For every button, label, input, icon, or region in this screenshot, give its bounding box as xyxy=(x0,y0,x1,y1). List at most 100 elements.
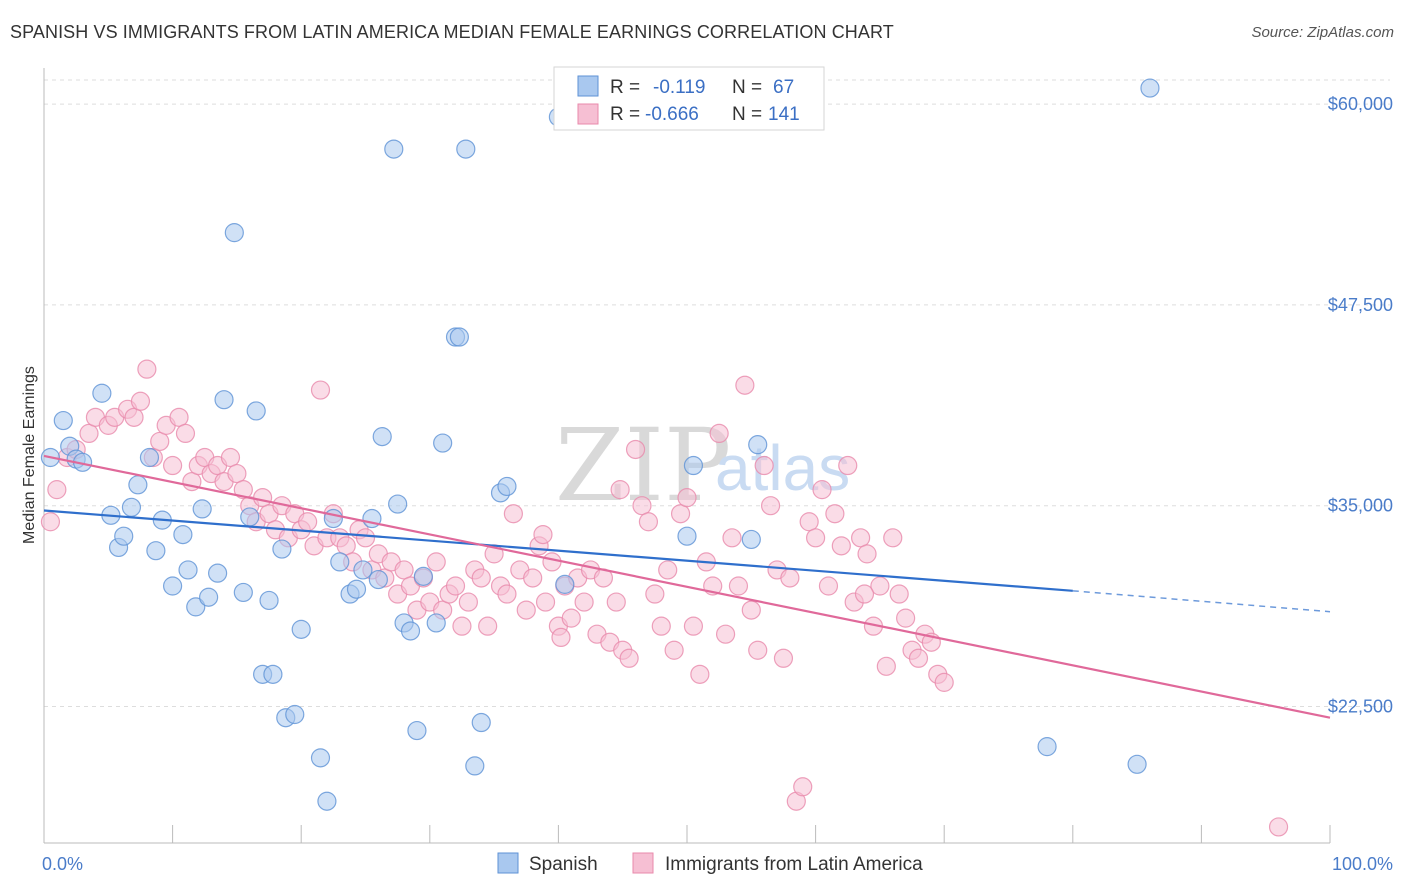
spanish-point xyxy=(426,613,446,633)
latin-point xyxy=(606,592,626,612)
spanish-point xyxy=(353,560,373,580)
spanish-point xyxy=(400,621,421,641)
spanish-point xyxy=(471,712,491,733)
spanish-point xyxy=(128,475,148,495)
latin-point xyxy=(503,504,523,524)
latin-point xyxy=(220,447,241,468)
latin-point xyxy=(728,576,749,596)
latin-point xyxy=(690,664,710,684)
latin-point xyxy=(805,528,826,548)
spanish-point xyxy=(388,494,408,514)
spanish-point xyxy=(259,590,279,611)
spanish-point xyxy=(263,664,283,684)
latin-point xyxy=(883,528,903,548)
spanish-point xyxy=(246,401,266,421)
spanish-point xyxy=(121,497,142,517)
data-points xyxy=(40,78,1289,837)
spanish-point xyxy=(192,499,212,519)
latin-point xyxy=(754,455,774,476)
trend-lines xyxy=(43,454,1331,719)
latin-point xyxy=(426,552,446,572)
spanish-point xyxy=(1140,78,1160,98)
spanish-point xyxy=(677,526,697,546)
latin-point xyxy=(638,512,659,532)
stats-legend-box xyxy=(553,66,825,131)
spanish-point xyxy=(433,433,453,453)
spanish-point xyxy=(178,560,198,580)
legend-n-label-2: N = xyxy=(732,104,762,125)
latin-point xyxy=(551,627,571,648)
latin-point xyxy=(137,359,157,379)
legend-n-value-2: 141 xyxy=(768,104,800,125)
gridlines xyxy=(44,79,1390,707)
spanish-point xyxy=(224,223,244,243)
spanish-point xyxy=(285,704,305,725)
latin-point xyxy=(542,552,562,572)
spanish-point xyxy=(465,756,485,776)
spanish-point xyxy=(1127,754,1147,774)
spanish-point xyxy=(497,476,517,497)
latin-point xyxy=(310,380,331,400)
latin-point xyxy=(645,584,665,604)
spanish-point xyxy=(346,579,367,599)
chart-title: SPANISH VS IMMIGRANTS FROM LATIN AMERICA… xyxy=(10,22,894,42)
spanish-point xyxy=(139,447,160,468)
stats-legend: R = -0.119 N = 67 R = -0.666 N = 141 xyxy=(553,66,825,131)
x-tick-label-end: 100.0% xyxy=(1332,854,1393,874)
spanish-point xyxy=(310,748,331,768)
latin-point xyxy=(658,560,678,580)
latin-point xyxy=(610,480,630,500)
latin-point xyxy=(722,528,742,548)
latin-point xyxy=(793,777,813,797)
spanish-point xyxy=(555,574,575,594)
latin-point xyxy=(825,504,845,524)
latin-point xyxy=(478,616,498,636)
latin-point xyxy=(632,496,652,516)
spanish-point xyxy=(173,524,193,545)
spanish-point xyxy=(317,791,337,811)
latin-point xyxy=(854,584,875,604)
latin-point xyxy=(124,407,144,427)
spanish-point xyxy=(330,552,350,572)
spanish-point xyxy=(1037,737,1057,757)
latin-point xyxy=(533,524,553,545)
latin-point xyxy=(561,608,581,628)
latin-point xyxy=(934,672,954,692)
latin-point xyxy=(355,528,376,548)
latin-point xyxy=(760,496,781,516)
latin-point xyxy=(169,407,189,427)
legend-r-label-2: R = xyxy=(610,104,640,125)
spanish-point xyxy=(240,507,260,527)
latin-point xyxy=(625,439,646,460)
spanish-point xyxy=(233,582,253,603)
spanish-point xyxy=(272,539,292,559)
spanish-trend-extension xyxy=(1072,590,1331,613)
latin-point xyxy=(851,528,871,548)
legend-swatch-latin xyxy=(577,103,599,125)
latin-point xyxy=(799,512,819,532)
bottom-legend-label-spanish: Spanish xyxy=(529,854,598,875)
latin-point xyxy=(445,576,466,596)
spanish-point xyxy=(323,508,343,529)
latin-point xyxy=(1268,817,1289,837)
latin-point xyxy=(40,512,61,532)
chart-source: Source: ZipAtlas.com xyxy=(1251,24,1394,41)
latin-point xyxy=(336,536,356,556)
latin-point xyxy=(664,640,684,660)
x-tick-label-start: 0.0% xyxy=(42,854,83,874)
legend-n-label-1: N = xyxy=(732,77,762,98)
latin-point xyxy=(516,600,536,620)
spanish-point xyxy=(214,390,234,410)
latin-point xyxy=(651,616,671,636)
latin-point xyxy=(838,455,858,476)
spanish-point xyxy=(368,569,388,590)
latin-point xyxy=(748,640,768,660)
spanish-point xyxy=(208,563,228,583)
latin-point xyxy=(908,648,929,668)
latin-point xyxy=(889,584,909,604)
latin-point xyxy=(857,544,877,564)
latin-point xyxy=(683,616,704,636)
latin-point xyxy=(831,536,851,556)
latin-point xyxy=(47,480,67,500)
